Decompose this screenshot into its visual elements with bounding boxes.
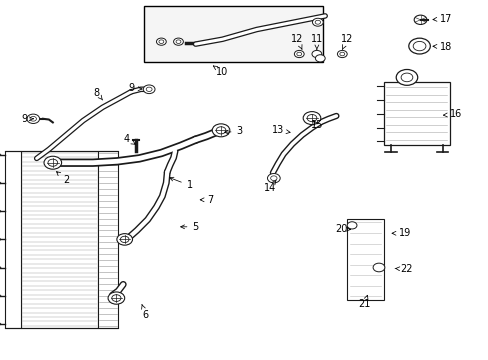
Text: 12: 12 bbox=[340, 34, 353, 49]
Text: 16: 16 bbox=[443, 109, 461, 120]
Bar bbox=[144, 6, 322, 62]
Circle shape bbox=[346, 222, 356, 229]
Text: 9: 9 bbox=[128, 83, 142, 93]
Circle shape bbox=[400, 73, 412, 82]
Text: 3: 3 bbox=[224, 126, 242, 136]
Circle shape bbox=[159, 40, 163, 44]
Text: 5: 5 bbox=[180, 222, 198, 232]
Circle shape bbox=[146, 87, 152, 91]
Text: 22: 22 bbox=[394, 264, 412, 274]
Circle shape bbox=[48, 159, 58, 166]
Bar bbox=[20, 151, 98, 328]
Text: 10: 10 bbox=[213, 66, 228, 77]
Circle shape bbox=[212, 124, 229, 137]
Circle shape bbox=[120, 236, 129, 243]
Circle shape bbox=[143, 85, 155, 94]
Circle shape bbox=[108, 292, 124, 304]
Circle shape bbox=[412, 41, 425, 51]
Text: 6: 6 bbox=[142, 305, 148, 320]
Text: 17: 17 bbox=[432, 14, 451, 24]
Bar bbox=[5, 151, 20, 328]
Circle shape bbox=[408, 38, 429, 54]
Circle shape bbox=[306, 114, 316, 122]
Circle shape bbox=[315, 55, 325, 62]
Circle shape bbox=[303, 112, 320, 125]
Circle shape bbox=[312, 18, 323, 26]
Text: 15: 15 bbox=[310, 120, 323, 130]
Circle shape bbox=[117, 234, 132, 245]
Circle shape bbox=[337, 50, 346, 58]
Text: 4: 4 bbox=[123, 134, 135, 144]
Text: 11: 11 bbox=[310, 34, 323, 49]
Circle shape bbox=[216, 127, 225, 134]
Circle shape bbox=[267, 174, 280, 183]
Text: 1: 1 bbox=[169, 177, 192, 190]
Text: 14: 14 bbox=[263, 180, 276, 193]
Text: 7: 7 bbox=[200, 195, 213, 205]
Circle shape bbox=[413, 15, 426, 24]
Text: 18: 18 bbox=[432, 42, 451, 52]
Circle shape bbox=[176, 40, 181, 44]
Bar bbox=[98, 151, 118, 328]
Circle shape bbox=[173, 38, 183, 45]
Text: 9: 9 bbox=[21, 114, 33, 124]
Circle shape bbox=[27, 114, 40, 123]
Circle shape bbox=[44, 156, 61, 169]
Circle shape bbox=[372, 263, 384, 272]
Bar bbox=[346, 219, 383, 300]
Circle shape bbox=[339, 52, 344, 56]
Text: 21: 21 bbox=[357, 295, 370, 309]
Text: 12: 12 bbox=[290, 34, 303, 49]
Bar bbox=[383, 82, 449, 145]
Text: 19: 19 bbox=[391, 228, 410, 238]
Text: 13: 13 bbox=[271, 125, 289, 135]
Text: 20: 20 bbox=[334, 224, 350, 234]
Circle shape bbox=[156, 38, 166, 45]
Circle shape bbox=[395, 69, 417, 85]
Circle shape bbox=[294, 50, 304, 58]
Text: 2: 2 bbox=[57, 172, 69, 185]
Circle shape bbox=[296, 52, 301, 56]
Circle shape bbox=[112, 295, 121, 301]
Circle shape bbox=[30, 117, 36, 121]
Text: 8: 8 bbox=[94, 88, 102, 100]
Circle shape bbox=[270, 176, 276, 180]
Circle shape bbox=[314, 20, 320, 24]
Circle shape bbox=[311, 50, 321, 58]
